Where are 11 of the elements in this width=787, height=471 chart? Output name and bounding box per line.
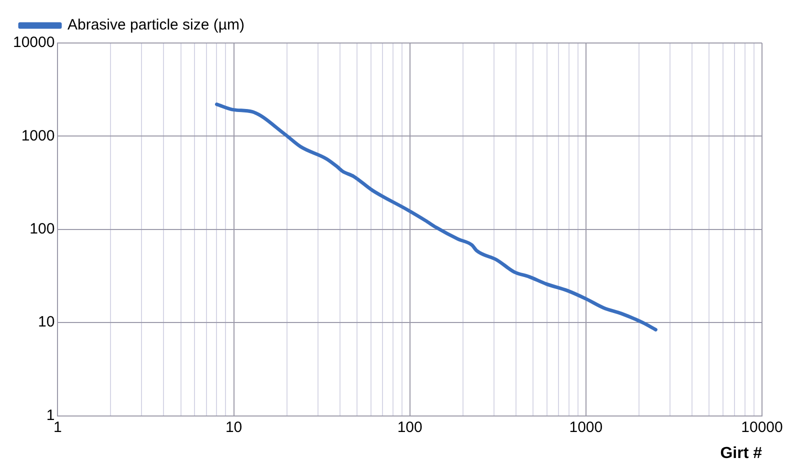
x-tick-label: 100 (397, 418, 422, 436)
x-tick-label: 10 (225, 418, 242, 436)
x-tick-label: 1000 (569, 418, 603, 436)
x-axis-title: Girt # (720, 444, 762, 462)
x-tick-label: 10000 (741, 418, 783, 436)
y-tick-label: 10000 (12, 34, 55, 52)
y-tick-label: 1 (46, 406, 55, 424)
legend-label: Abrasive particle size (µm) (68, 16, 245, 34)
y-tick-label: 100 (30, 220, 55, 238)
y-tick-label: 1000 (21, 127, 55, 144)
y-tick-label: 10 (38, 314, 55, 331)
